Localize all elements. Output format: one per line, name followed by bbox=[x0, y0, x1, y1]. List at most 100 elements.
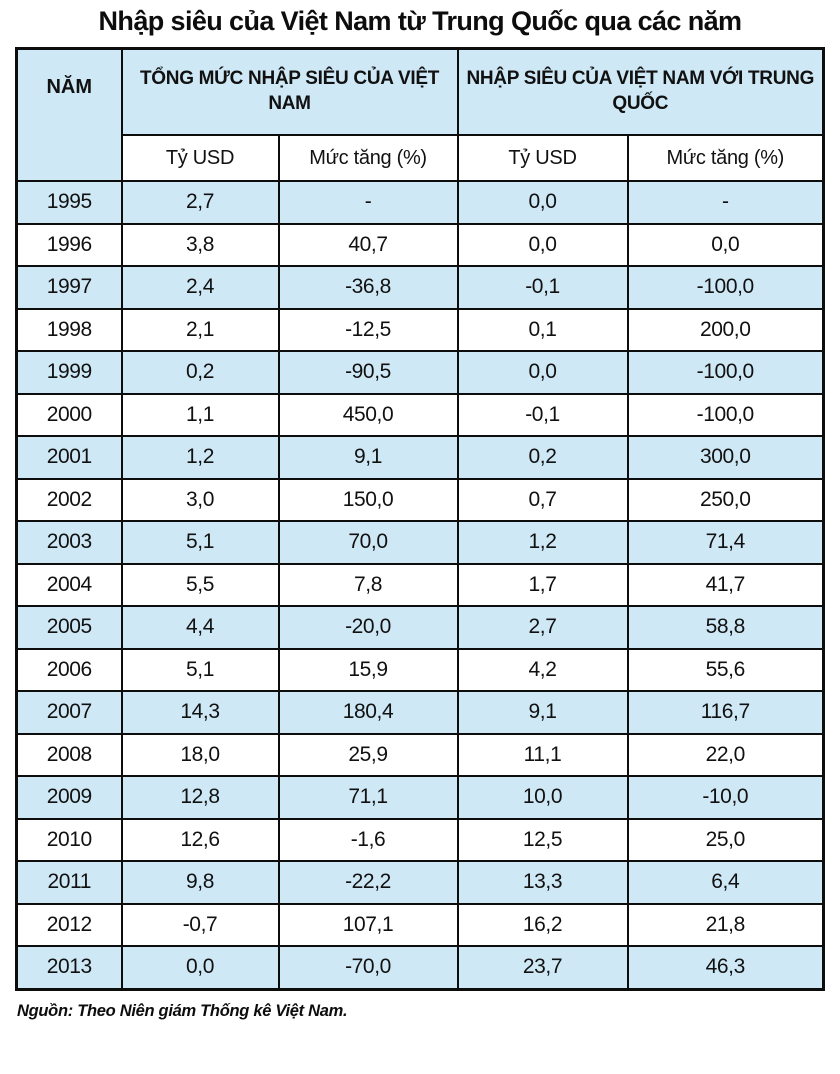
value-cell: 2,1 bbox=[120, 307, 280, 352]
value-cell: 5,1 bbox=[120, 520, 280, 565]
value-cell: 12,5 bbox=[456, 817, 629, 862]
year-cell: 2008 bbox=[15, 732, 123, 777]
value-cell: -0,7 bbox=[120, 902, 280, 947]
value-cell: 4,2 bbox=[456, 647, 629, 692]
table-row: 2011 9,8 -22,2 13,3 6,4 bbox=[15, 860, 825, 905]
value-cell: 0,0 bbox=[626, 222, 825, 267]
value-cell: 107,1 bbox=[277, 902, 459, 947]
value-cell: 46,3 bbox=[626, 945, 825, 990]
value-cell: 7,8 bbox=[277, 562, 459, 607]
value-cell: -22,2 bbox=[277, 860, 459, 905]
table-row: 2006 5,1 15,9 4,2 55,6 bbox=[15, 647, 825, 692]
value-cell: 0,2 bbox=[120, 350, 280, 395]
trade-deficit-table: NĂM TỔNG MỨC NHẬP SIÊU CỦA VIỆT NAM NHẬP… bbox=[15, 47, 826, 991]
year-cell: 2005 bbox=[15, 605, 123, 650]
year-cell: 2003 bbox=[15, 520, 123, 565]
value-cell: 5,1 bbox=[120, 647, 280, 692]
year-cell: 2001 bbox=[15, 435, 123, 480]
table-row: 1996 3,8 40,7 0,0 0,0 bbox=[15, 222, 825, 267]
year-cell: 2000 bbox=[15, 392, 123, 437]
value-cell: 3,8 bbox=[120, 222, 280, 267]
value-cell: 14,3 bbox=[120, 690, 280, 735]
value-cell: -0,1 bbox=[456, 392, 629, 437]
table-row: 2004 5,5 7,8 1,7 41,7 bbox=[15, 562, 825, 607]
table-row: 2002 3,0 150,0 0,7 250,0 bbox=[15, 477, 825, 522]
value-cell: 23,7 bbox=[456, 945, 629, 990]
value-cell: -36,8 bbox=[277, 265, 459, 310]
table-row: 2003 5,1 70,0 1,2 71,4 bbox=[15, 520, 825, 565]
year-cell: 2011 bbox=[15, 860, 123, 905]
value-cell: - bbox=[626, 180, 825, 225]
value-cell: 2,4 bbox=[120, 265, 280, 310]
table-header: NĂM TỔNG MỨC NHẬP SIÊU CỦA VIỆT NAM NHẬP… bbox=[15, 47, 825, 182]
source-note: Nguồn: Theo Niên giám Thống kê Việt Nam. bbox=[17, 1001, 348, 1020]
column-group-with-china: NHẬP SIÊU CỦA VIỆT NAM VỚI TRUNG QUỐC bbox=[456, 47, 825, 136]
value-cell: 40,7 bbox=[277, 222, 459, 267]
value-cell: 180,4 bbox=[277, 690, 459, 735]
value-cell: 116,7 bbox=[626, 690, 825, 735]
table-row: 2001 1,2 9,1 0,2 300,0 bbox=[15, 435, 825, 480]
value-cell: 9,1 bbox=[277, 435, 459, 480]
year-cell: 1997 bbox=[15, 265, 123, 310]
year-cell: 1999 bbox=[15, 350, 123, 395]
value-cell: 3,0 bbox=[120, 477, 280, 522]
value-cell: -12,5 bbox=[277, 307, 459, 352]
header-row-units: Tỷ USD Mức tăng (%) Tỷ USD Mức tăng (%) bbox=[17, 134, 825, 182]
value-cell: 71,4 bbox=[626, 520, 825, 565]
value-cell: 0,0 bbox=[456, 180, 629, 225]
value-cell: 70,0 bbox=[277, 520, 459, 565]
table-body: 1995 2,7-0,0-1996 3,8 40,7 0,0 0,0 1997 2,4 -36,… bbox=[15, 180, 825, 990]
value-cell: 58,8 bbox=[626, 605, 825, 650]
table-row: 2010 12,6 -1,6 12,5 25,0 bbox=[15, 817, 825, 862]
value-cell: 1,2 bbox=[120, 435, 280, 480]
value-cell: 9,8 bbox=[120, 860, 280, 905]
value-cell: 5,5 bbox=[120, 562, 280, 607]
value-cell: 25,0 bbox=[626, 817, 825, 862]
year-cell: 1996 bbox=[15, 222, 123, 267]
value-cell: -70,0 bbox=[277, 945, 459, 990]
value-cell: 18,0 bbox=[120, 732, 280, 777]
value-cell: 0,1 bbox=[456, 307, 629, 352]
value-cell: 41,7 bbox=[626, 562, 825, 607]
subheader-usd-total: Tỷ USD bbox=[120, 134, 280, 182]
year-cell: 2012 bbox=[15, 902, 123, 947]
table-row: 2009 12,8 71,1 10,0 -10,0 bbox=[15, 775, 825, 820]
value-cell: 71,1 bbox=[277, 775, 459, 820]
subheader-growth-china: Mức tăng (%) bbox=[626, 134, 825, 182]
value-cell: 13,3 bbox=[456, 860, 629, 905]
table-row: 1997 2,4 -36,8 -0,1 -100,0 bbox=[15, 265, 825, 310]
value-cell: 0,7 bbox=[456, 477, 629, 522]
page-title: Nhập siêu của Việt Nam từ Trung Quốc qua… bbox=[98, 6, 743, 36]
value-cell: 15,9 bbox=[277, 647, 459, 692]
value-cell: 22,0 bbox=[626, 732, 825, 777]
value-cell: - bbox=[277, 180, 459, 225]
value-cell: -10,0 bbox=[626, 775, 825, 820]
value-cell: 10,0 bbox=[456, 775, 629, 820]
value-cell: 1,7 bbox=[456, 562, 629, 607]
column-header-year: NĂM bbox=[15, 47, 123, 182]
year-cell: 1995 bbox=[15, 180, 123, 225]
table-row: 2012 -0,7 107,1 16,2 21,8 bbox=[15, 902, 825, 947]
value-cell: -0,1 bbox=[456, 265, 629, 310]
year-cell: 2007 bbox=[15, 690, 123, 735]
value-cell: 25,9 bbox=[277, 732, 459, 777]
value-cell: 11,1 bbox=[456, 732, 629, 777]
value-cell: 1,2 bbox=[456, 520, 629, 565]
value-cell: -1,6 bbox=[277, 817, 459, 862]
value-cell: 0,2 bbox=[456, 435, 629, 480]
year-cell: 2013 bbox=[15, 945, 123, 990]
table-row: 1998 2,1 -12,5 0,1 200,0 bbox=[15, 307, 825, 352]
value-cell: 150,0 bbox=[277, 477, 459, 522]
value-cell: 6,4 bbox=[626, 860, 825, 905]
value-cell: 250,0 bbox=[626, 477, 825, 522]
year-cell: 2006 bbox=[15, 647, 123, 692]
table-row: 2008 18,0 25,9 11,1 22,0 bbox=[15, 732, 825, 777]
value-cell: 2,7 bbox=[456, 605, 629, 650]
value-cell: 12,6 bbox=[120, 817, 280, 862]
value-cell: -100,0 bbox=[626, 350, 825, 395]
value-cell: 55,6 bbox=[626, 647, 825, 692]
table-row: 2007 14,3 180,4 9,1 116,7 bbox=[15, 690, 825, 735]
value-cell: 1,1 bbox=[120, 392, 280, 437]
table-row: 1995 2,7-0,0- bbox=[15, 180, 825, 225]
